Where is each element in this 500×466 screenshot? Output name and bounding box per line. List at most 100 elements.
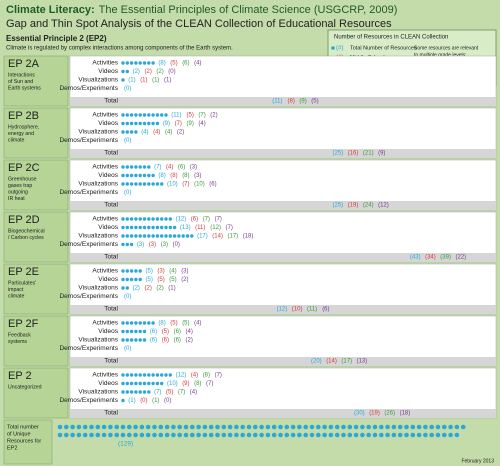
dot-group [121, 113, 168, 117]
dot [215, 424, 220, 430]
section-desc: energy and [8, 131, 34, 137]
dot [151, 381, 155, 386]
count-label: (18) [400, 411, 411, 417]
dot [160, 113, 164, 117]
dot-group [121, 217, 172, 221]
count-label: (1) [168, 286, 175, 292]
dot [155, 182, 160, 186]
count-label: (12) [176, 373, 187, 379]
count-label: (2) [210, 113, 217, 119]
row-label: Visualizations [78, 337, 118, 344]
dot [121, 234, 125, 238]
dot [121, 121, 125, 126]
footer-label: Resources for [7, 438, 41, 444]
count-label: (4) [190, 390, 197, 396]
count-label: (0) [124, 86, 131, 92]
count-label: (13) [180, 225, 191, 231]
dot [322, 424, 327, 430]
dot [121, 217, 125, 221]
dot [353, 424, 359, 430]
count-label: (2) [156, 69, 163, 75]
dot [129, 269, 134, 273]
section-desc: Biogeochemical [8, 228, 45, 234]
row-label: Activities [92, 268, 118, 275]
count-label: (6) [191, 217, 198, 223]
count-label: (10) [292, 307, 303, 313]
count-label: (10) [167, 182, 178, 188]
count-label: (1) [140, 78, 147, 84]
dot [134, 61, 138, 65]
dot [416, 424, 422, 430]
footer-value: (129) [118, 441, 133, 448]
dot [164, 234, 168, 238]
dot [134, 173, 138, 178]
total-label: Total [104, 98, 118, 105]
count-label: (4) [166, 165, 173, 171]
dot [360, 424, 365, 430]
dot [155, 381, 160, 386]
dot [138, 225, 142, 230]
row-label: Visualizations [78, 233, 118, 240]
dot [138, 390, 142, 394]
count-label: (3) [137, 242, 144, 248]
count-label: (0) [168, 69, 175, 75]
dot [190, 234, 194, 238]
dot [454, 424, 460, 430]
count-label: (2) [133, 286, 140, 292]
dot [138, 338, 142, 342]
dot [347, 424, 353, 430]
dot [423, 424, 428, 430]
dot [138, 173, 142, 178]
dot [442, 424, 447, 430]
count-label: (8) [158, 321, 165, 327]
dot [142, 173, 147, 178]
dot [253, 424, 258, 430]
count-label: (17) [197, 234, 208, 240]
dot [347, 432, 353, 438]
dot [423, 432, 428, 438]
dot [353, 432, 359, 438]
dot [290, 432, 296, 438]
dot [138, 234, 142, 238]
dot [64, 432, 69, 438]
dot [129, 121, 134, 126]
count-label: (18) [243, 234, 254, 240]
dot-group [121, 286, 129, 290]
count-label: (14) [212, 234, 223, 240]
dot [129, 381, 134, 386]
section-desc: Greenhouse [8, 176, 37, 182]
dot [246, 424, 252, 430]
total-band [70, 305, 496, 314]
row-label: Demos/Experiments [59, 345, 118, 352]
dot [138, 381, 142, 386]
dot [138, 277, 142, 282]
dot [160, 217, 164, 221]
dot [134, 165, 138, 169]
row-label: Visualizations [78, 181, 118, 188]
dot [129, 373, 134, 377]
dot [152, 424, 157, 430]
dot [125, 234, 129, 238]
row-label: Videos [98, 328, 119, 335]
dot-group [121, 398, 125, 403]
dot [145, 424, 151, 430]
row-label: Demos/Experiments [59, 137, 118, 144]
count-label: (2) [181, 277, 188, 283]
count-label: (24) [363, 203, 374, 209]
dot [121, 398, 125, 403]
dot [121, 381, 125, 386]
section-desc: of Sun and [8, 79, 33, 85]
dot [125, 338, 129, 342]
dot [142, 182, 147, 186]
dot [227, 432, 233, 438]
dot [410, 424, 416, 430]
dot [171, 432, 176, 438]
dot [160, 373, 164, 377]
dot [278, 432, 283, 438]
count-label: (8) [158, 173, 165, 179]
dot [142, 61, 147, 65]
dot [129, 338, 134, 342]
section-label-bg [3, 107, 69, 159]
dot [309, 432, 315, 438]
count-label: (8) [194, 381, 201, 387]
